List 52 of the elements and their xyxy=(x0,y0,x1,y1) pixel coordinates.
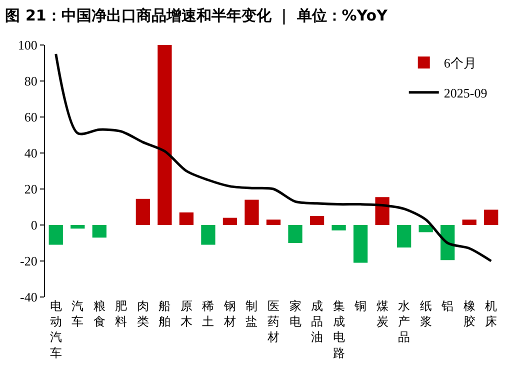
y-tick-label: 40 xyxy=(24,146,38,161)
bar xyxy=(462,220,476,225)
bar xyxy=(353,225,368,263)
bar xyxy=(158,45,172,225)
x-tick-label: 肉类 xyxy=(136,299,149,329)
bar xyxy=(375,197,390,225)
x-tick-label: 铜 xyxy=(354,299,367,313)
chart-title: 图 21：中国净出口商品增速和半年变化 ｜ 单位：%YoY xyxy=(5,6,389,26)
x-tick-label: 纸浆 xyxy=(420,299,432,329)
y-tick-label: 20 xyxy=(24,182,38,197)
y-tick-label: 80 xyxy=(24,74,38,89)
legend-label: 6个月 xyxy=(444,56,476,71)
bar xyxy=(266,220,281,225)
bar xyxy=(332,225,346,230)
bar xyxy=(136,198,150,225)
x-tick-label: 汽车 xyxy=(72,299,84,329)
x-tick-label: 煤炭 xyxy=(376,299,388,329)
x-tick-label: 机床 xyxy=(485,299,498,329)
x-tick-label: 船舶 xyxy=(158,299,171,329)
bar xyxy=(222,218,238,225)
x-tick-label: 制盐 xyxy=(246,299,258,329)
x-tick-label: 医药材 xyxy=(266,299,280,344)
line-series xyxy=(54,52,492,262)
legend-label: 2025-09 xyxy=(444,85,488,100)
bar xyxy=(70,225,85,229)
x-tick-label: 稀土 xyxy=(202,299,214,329)
x-tick-label: 铝 xyxy=(440,299,454,313)
x-tick-label: 集成电路 xyxy=(332,299,345,360)
x-tick-label: 肥料 xyxy=(115,299,128,329)
y-tick-label: 60 xyxy=(24,110,38,125)
x-tick-label: 成品油 xyxy=(311,299,324,344)
y-tick-label: -20 xyxy=(20,254,38,269)
bar xyxy=(48,225,63,245)
bar xyxy=(288,225,302,243)
x-tick-label: 家电 xyxy=(289,299,302,329)
x-tick-label: 橡胶 xyxy=(463,299,476,329)
bar xyxy=(244,200,259,225)
x-tick-label: 水产品 xyxy=(398,299,410,344)
x-tick-label: 粮食 xyxy=(93,299,106,329)
y-tick-label: 100 xyxy=(18,38,38,53)
bar xyxy=(201,225,216,245)
bar xyxy=(484,210,498,225)
x-tick-label: 原木 xyxy=(180,299,192,329)
y-tick-label: -40 xyxy=(20,290,38,305)
bar xyxy=(179,212,194,225)
bar xyxy=(440,225,455,260)
x-tick-label: 电动汽车 xyxy=(50,299,62,360)
y-tick-label: 0 xyxy=(30,218,38,233)
bar xyxy=(310,216,324,225)
bar xyxy=(397,225,412,248)
bar xyxy=(92,225,106,238)
x-tick-label: 钢材 xyxy=(222,299,236,329)
